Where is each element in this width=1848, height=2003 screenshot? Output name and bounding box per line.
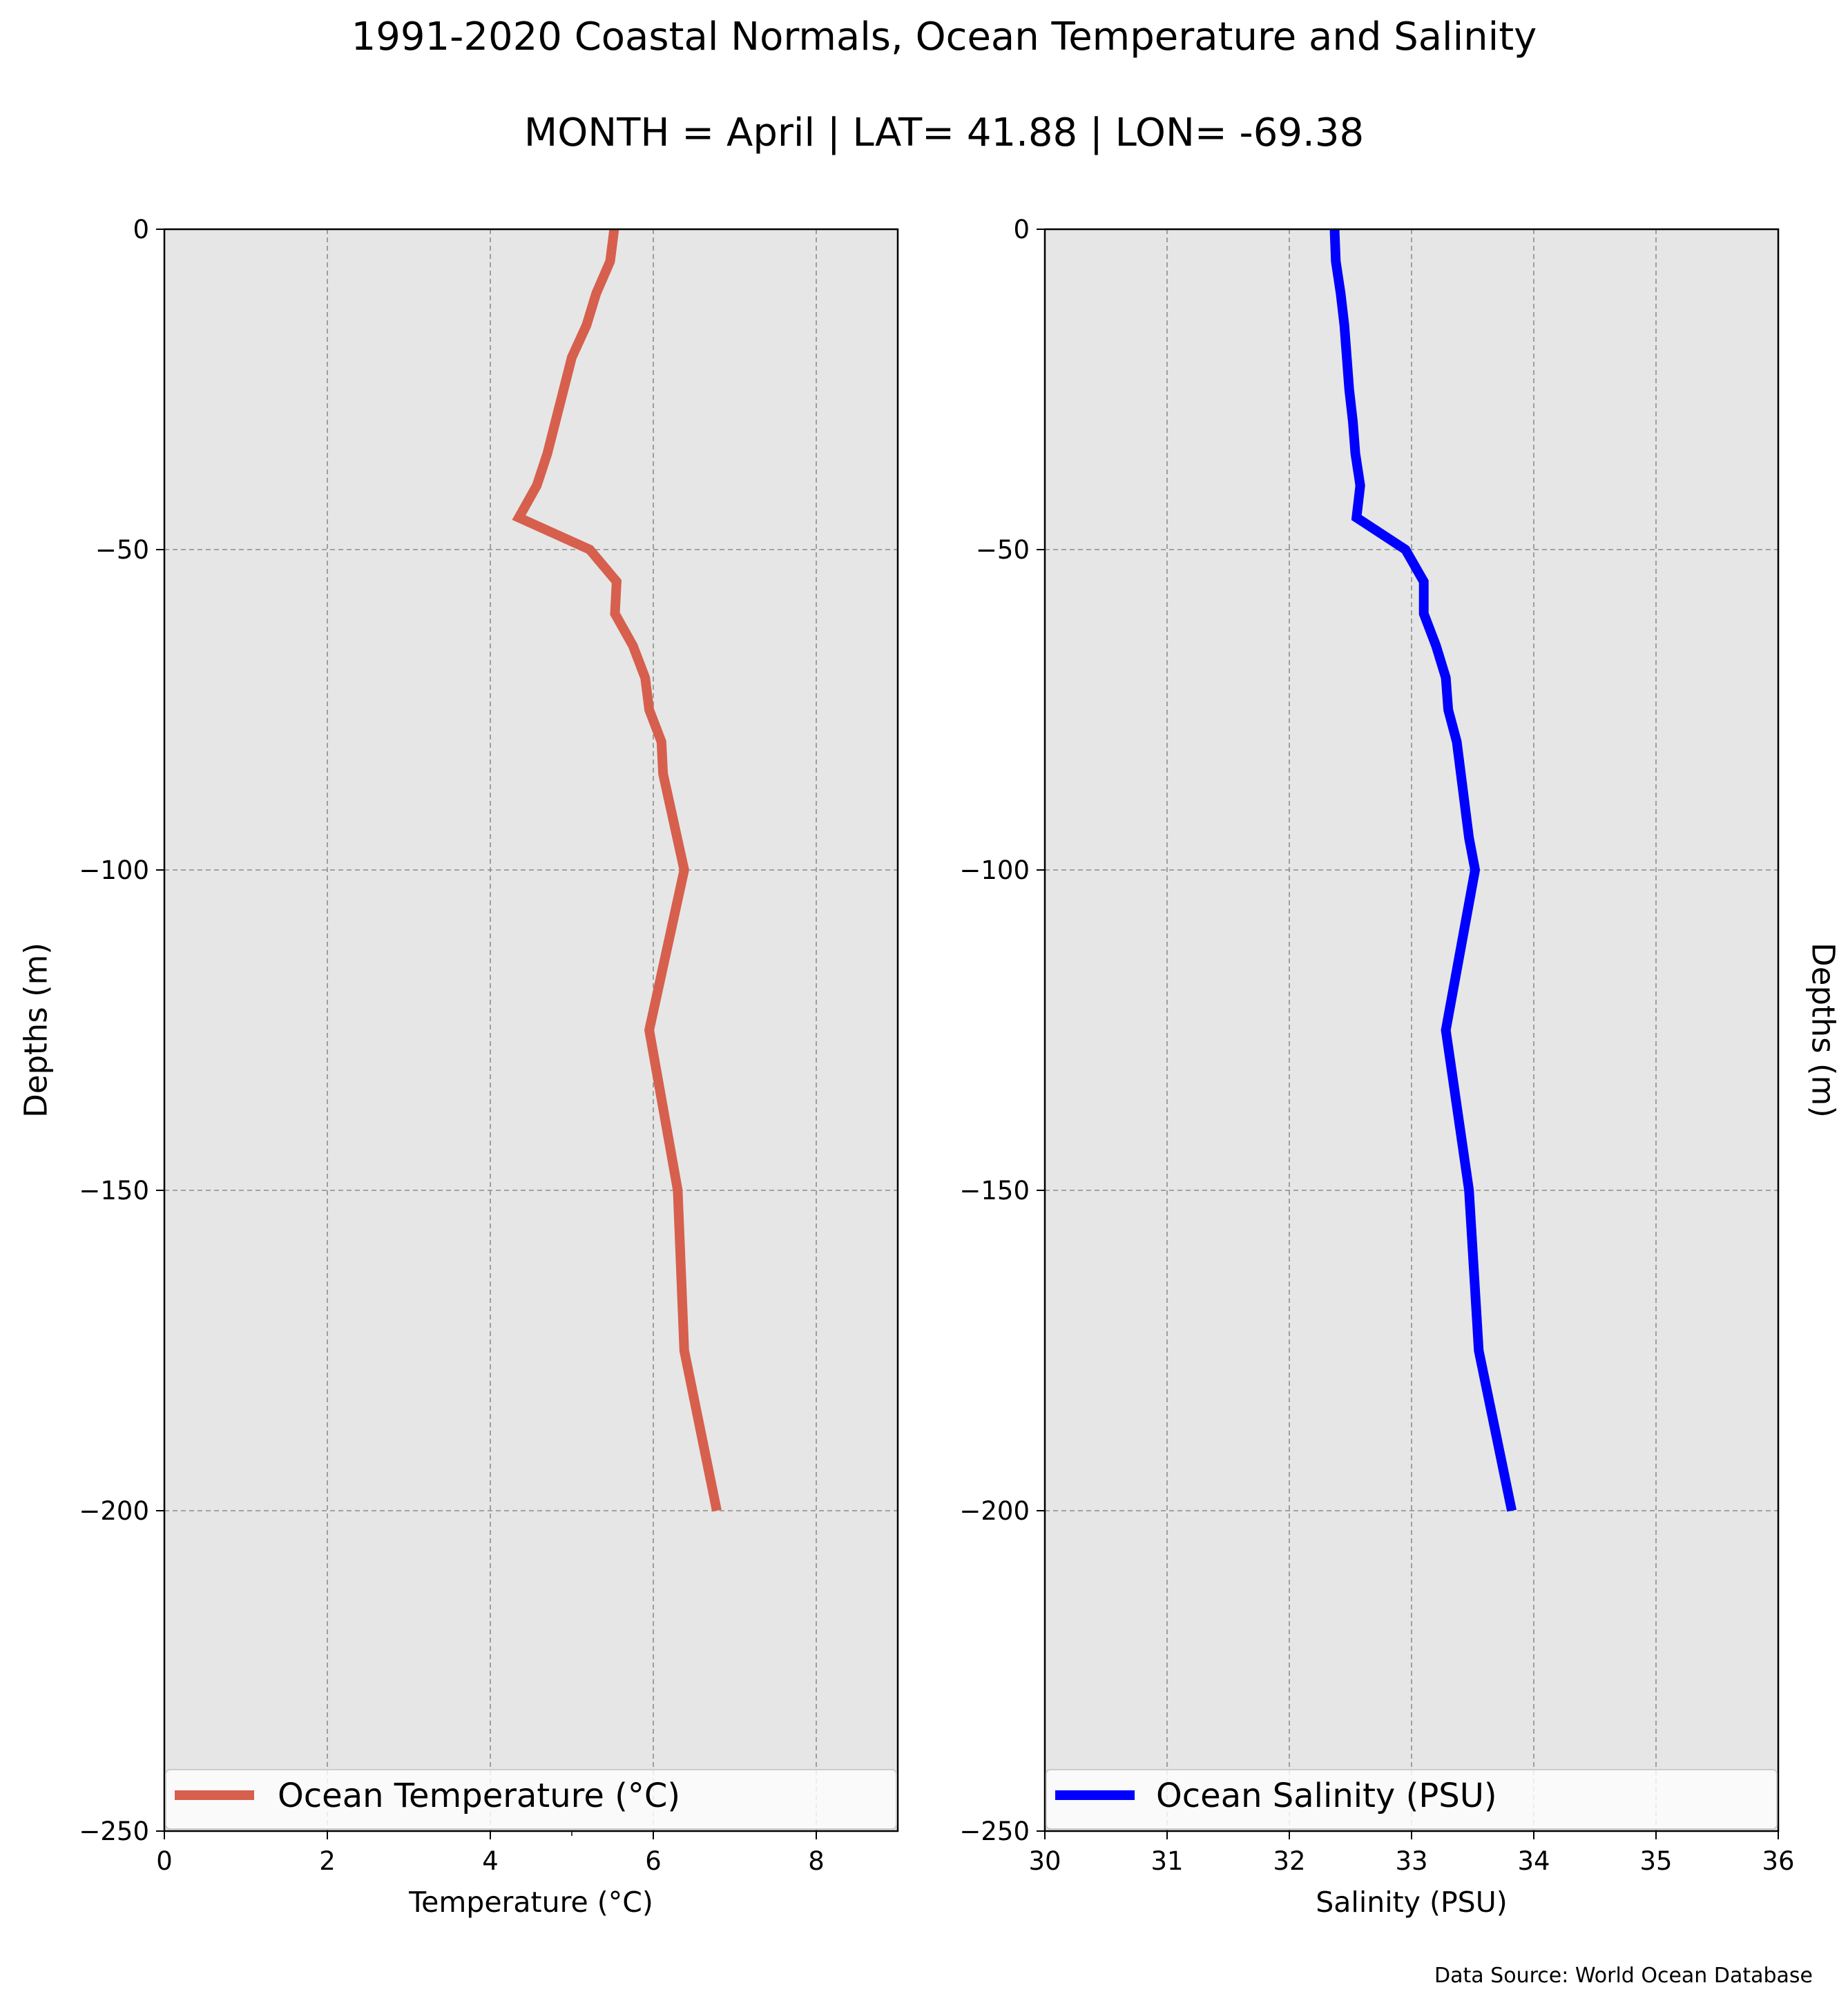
temperature-x-ticks: 0 2 4 6 8 (156, 1831, 825, 1876)
salinity-y-tick-label: −200 (959, 1496, 1030, 1526)
temperature-y-tick-label: −150 (79, 1176, 149, 1206)
salinity-y-tick-label: −150 (959, 1176, 1030, 1206)
salinity-x-tick-label: 30 (1028, 1846, 1061, 1876)
salinity-y-tick-label: −250 (959, 1817, 1030, 1846)
salinity-y-ticks: 0 −50 −100 −150 −200 −250 (959, 215, 1045, 1846)
salinity-x-ticks: 30 31 32 33 34 35 36 (1028, 1831, 1795, 1876)
temperature-plot-area (164, 229, 898, 1831)
temperature-x-tick-label: 6 (645, 1846, 662, 1876)
salinity-y-tick-label: 0 (1013, 215, 1030, 244)
temperature-y-tick-label: −200 (79, 1496, 149, 1526)
temperature-x-tick-label: 2 (319, 1846, 336, 1876)
temperature-x-tick-label: 8 (808, 1846, 825, 1876)
salinity-y-axis-label: Depths (m) (1805, 942, 1842, 1118)
salinity-x-tick-label: 33 (1395, 1846, 1427, 1876)
salinity-x-tick-label: 36 (1762, 1846, 1794, 1876)
temperature-y-tick-label: −100 (79, 855, 149, 885)
temperature-legend-box (165, 1769, 897, 1830)
data-source-note: Data Source: World Ocean Database (1434, 1964, 1813, 1988)
salinity-y-tick-label: −50 (976, 535, 1030, 565)
salinity-legend-label: Ocean Salinity (PSU) (1156, 1777, 1497, 1815)
salinity-x-tick-label: 34 (1517, 1846, 1550, 1876)
salinity-x-tick-label: 32 (1273, 1846, 1305, 1876)
salinity-legend: Ocean Salinity (PSU) (1046, 1769, 1778, 1830)
temperature-legend-label: Ocean Temperature (°C) (278, 1777, 680, 1815)
chart-title: 1991-2020 Coastal Normals, Ocean Tempera… (352, 14, 1537, 59)
temperature-y-ticks: 0 −50 −100 −150 −200 −250 (79, 215, 164, 1846)
temperature-series-line (512, 229, 722, 1512)
salinity-x-tick-label: 35 (1639, 1846, 1672, 1876)
temperature-axes-frame (163, 228, 899, 1832)
temperature-y-tick-label: 0 (133, 215, 149, 244)
temperature-panel: 0 2 4 6 8 0 −50 −100 −150 −200 −250 Temperature (… (18, 215, 899, 1919)
salinity-y-tick-label: −100 (959, 855, 1030, 885)
temperature-x-axis-label: Temperature (°C) (408, 1886, 653, 1919)
temperature-y-tick-label: −50 (95, 535, 149, 565)
temperature-x-tick-label: 4 (482, 1846, 499, 1876)
salinity-x-axis-label: Salinity (PSU) (1316, 1886, 1507, 1919)
temperature-y-tick-label: −250 (79, 1817, 149, 1846)
temperature-legend: Ocean Temperature (°C) (165, 1769, 897, 1830)
salinity-panel: 30 31 32 33 34 35 36 0 −50 −100 −150 −200 −250 Sali… (959, 215, 1841, 1919)
salinity-series-line (1329, 229, 1517, 1512)
salinity-x-tick-label: 31 (1151, 1846, 1183, 1876)
temperature-y-axis-label: Depths (m) (18, 942, 55, 1118)
temperature-x-tick-label: 0 (156, 1846, 173, 1876)
salinity-legend-box (1046, 1769, 1778, 1830)
chart-subtitle: MONTH = April | LAT= 41.88 | LON= -69.38 (524, 110, 1364, 155)
